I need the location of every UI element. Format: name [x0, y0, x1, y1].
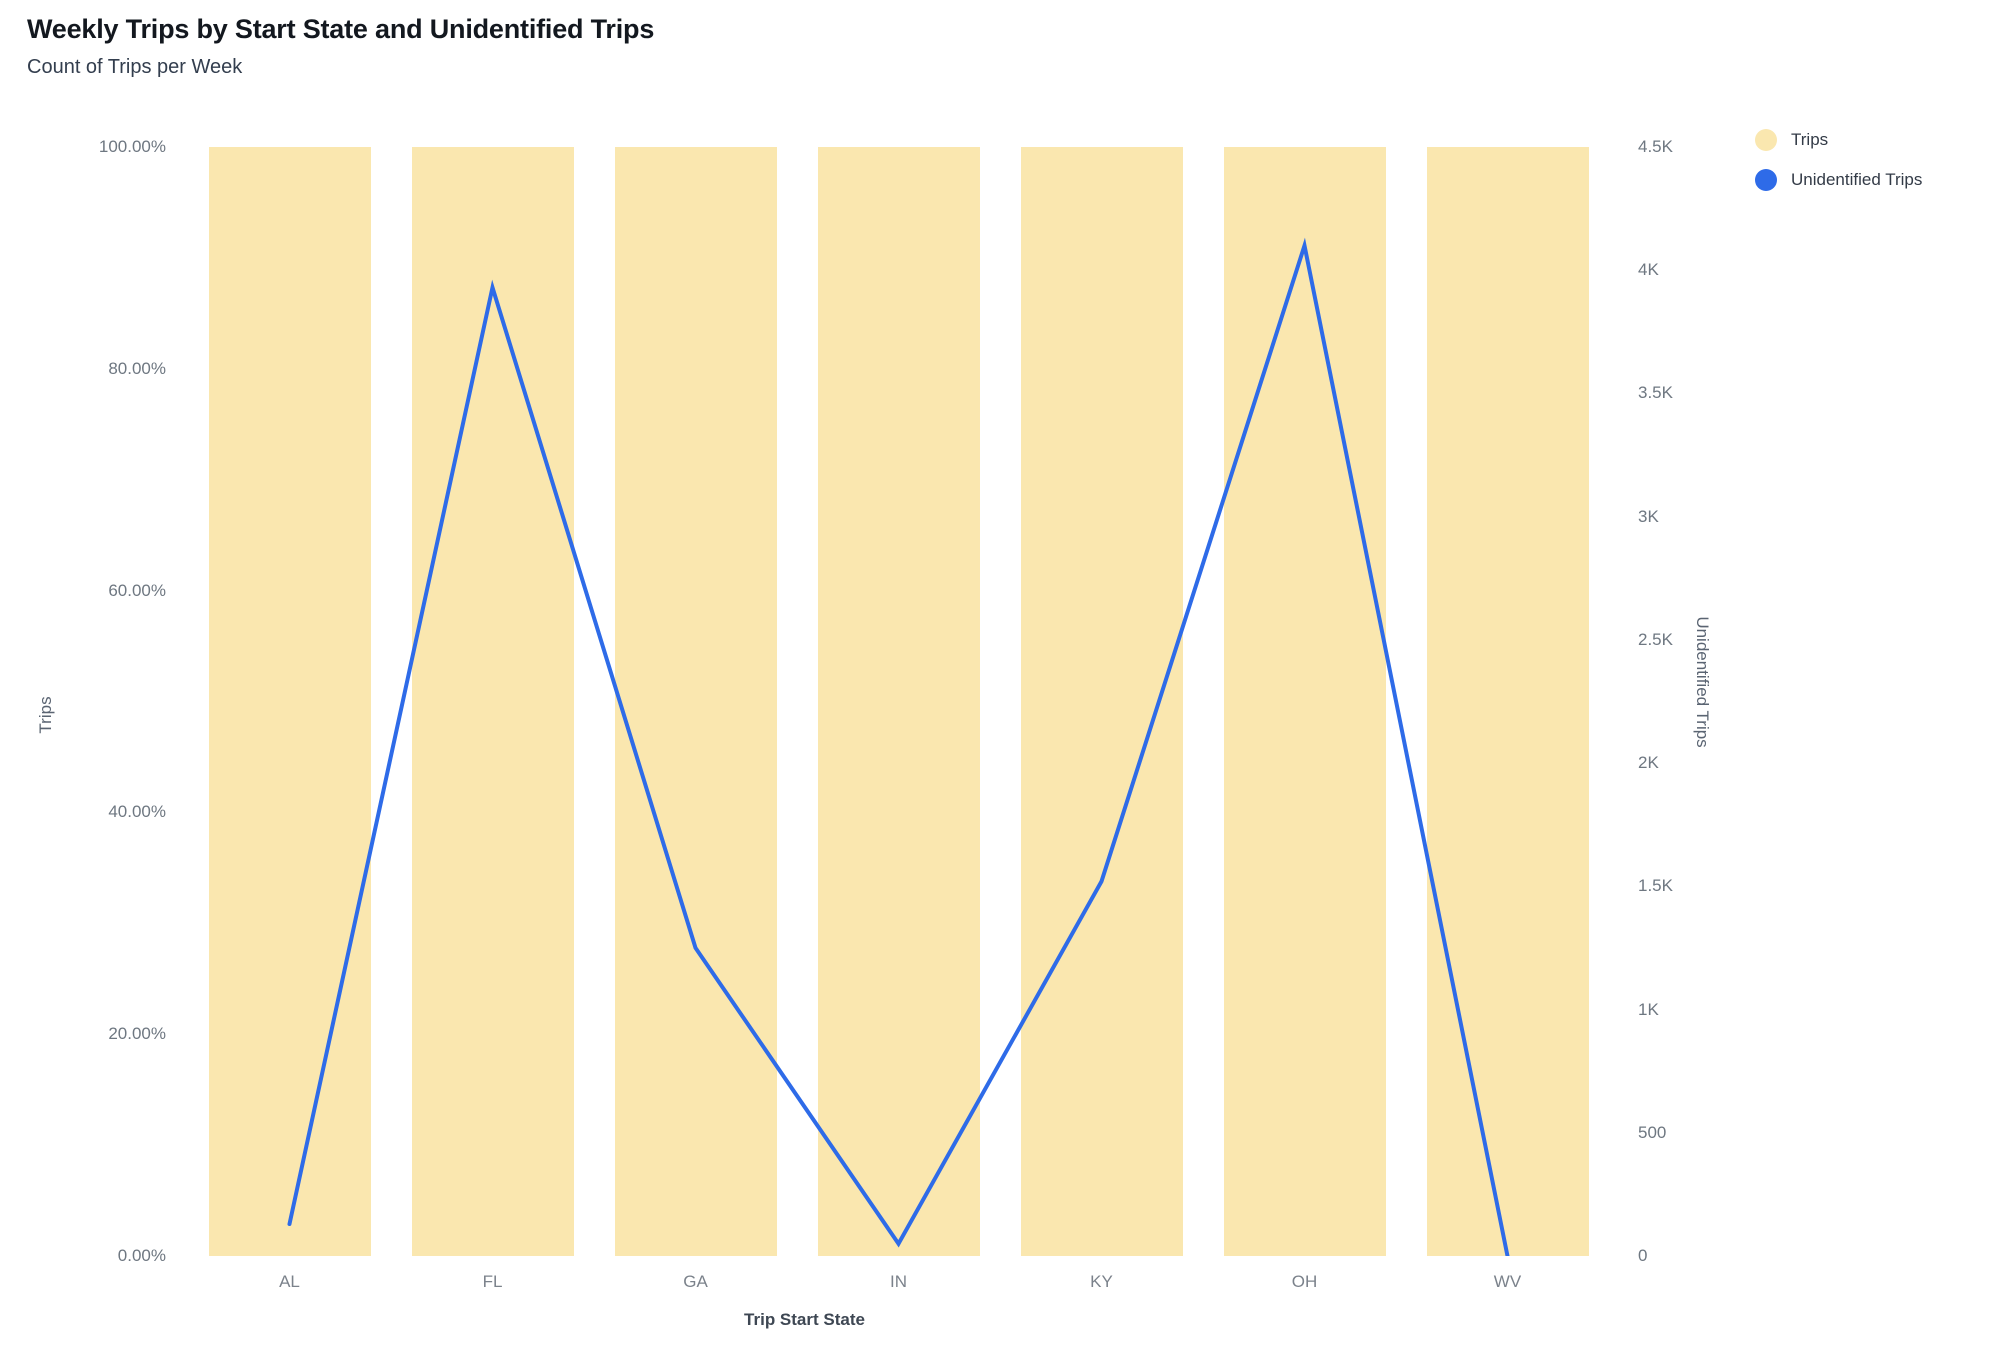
line-overlay	[287, 237, 1510, 1256]
category-band-al	[188, 147, 391, 1256]
legend: Trips Unidentified Trips	[1755, 129, 1922, 209]
category-band-oh	[1203, 147, 1406, 1256]
right-axis-title: Unidentified Trips	[1693, 616, 1712, 748]
right-axis-tick: 4K	[1638, 260, 1659, 280]
left-axis-tick: 60.00%	[108, 580, 166, 600]
chart-title: Weekly Trips by Start State and Unidenti…	[27, 14, 655, 44]
plot-area	[188, 147, 1609, 1256]
legend-item-trips[interactable]: Trips	[1755, 129, 1922, 151]
chart-subtitle: Count of Trips per Week	[27, 56, 243, 78]
trips-bar-ga[interactable]	[614, 147, 777, 1256]
left-axis-tick: 80.00%	[108, 358, 166, 378]
right-axis-tick: 1.5K	[1638, 876, 1673, 896]
x-tick-label-oh: OH	[1291, 1272, 1318, 1291]
legend-label: Unidentified Trips	[1791, 170, 1923, 189]
left-axis-tick: 0.00%	[117, 1246, 166, 1265]
x-axis-title: Trip Start State	[744, 1310, 865, 1329]
right-axis-tick: 500	[1638, 1122, 1667, 1142]
category-band-fl	[391, 147, 594, 1256]
right-axis-tick: 1K	[1638, 999, 1659, 1019]
left-axis-tick: 100.00%	[98, 137, 166, 156]
left-axis-title: Trips	[36, 696, 55, 734]
trips-bar-fl[interactable]	[411, 147, 574, 1256]
trips-bar-wv[interactable]	[1426, 147, 1589, 1256]
category-band-ga	[594, 147, 797, 1256]
unidentified-trips-legend-swatch	[1755, 169, 1777, 191]
category-band-wv	[1406, 147, 1609, 1256]
category-band-ky	[1000, 147, 1203, 1256]
right-axis-tick: 3K	[1638, 506, 1659, 526]
right-axis-tick: 4.5K	[1638, 137, 1673, 156]
trips-bar-oh[interactable]	[1223, 147, 1386, 1256]
trips-bar-al[interactable]	[208, 147, 371, 1256]
unidentified-trips-line[interactable]	[287, 237, 1510, 1256]
trips-bar-in[interactable]	[817, 147, 980, 1256]
x-tick-label-ky: KY	[1090, 1272, 1113, 1291]
right-axis-tick: 0	[1638, 1246, 1648, 1265]
category-band-in	[797, 147, 1000, 1256]
x-tick-label-al: AL	[279, 1272, 300, 1291]
x-axis-labels: AL FL GA IN KY OH WV	[188, 1270, 1609, 1294]
legend-label: Trips	[1791, 130, 1829, 149]
right-axis-tick: 2K	[1638, 753, 1659, 773]
trips-bar-ky[interactable]	[1020, 147, 1183, 1256]
x-tick-label-fl: FL	[482, 1272, 503, 1291]
legend-item-unidentified-trips[interactable]: Unidentified Trips	[1755, 169, 1922, 191]
left-axis-tick: 40.00%	[108, 802, 166, 822]
x-tick-label-ga: GA	[683, 1272, 708, 1291]
trips-legend-swatch	[1755, 129, 1777, 151]
left-axis-tick: 20.00%	[108, 1024, 166, 1044]
right-axis-tick: 3.5K	[1638, 383, 1673, 403]
x-tick-label-in: IN	[890, 1272, 907, 1291]
right-axis-tick: 2.5K	[1638, 629, 1673, 649]
x-tick-label-wv: WV	[1493, 1272, 1522, 1291]
